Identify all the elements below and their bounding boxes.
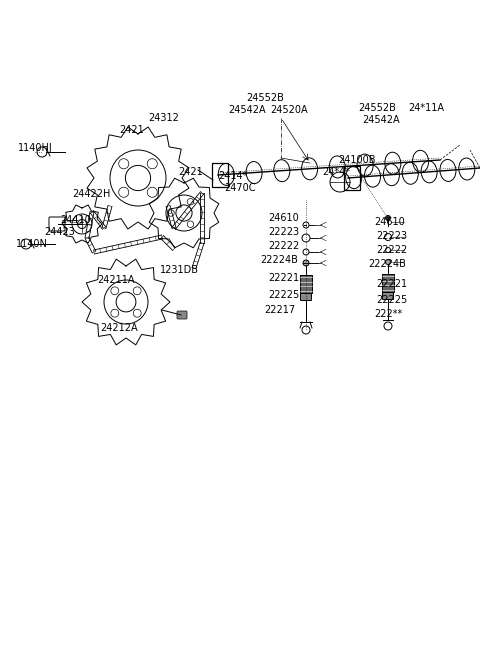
Text: 24423: 24423 bbox=[44, 227, 75, 237]
Circle shape bbox=[385, 260, 391, 265]
Bar bbox=[382, 274, 394, 292]
Circle shape bbox=[385, 215, 391, 221]
Text: 2421: 2421 bbox=[178, 167, 203, 177]
Text: 22225: 22225 bbox=[268, 290, 299, 300]
Text: 24610: 24610 bbox=[374, 217, 405, 227]
Text: 1140N: 1140N bbox=[16, 239, 48, 249]
FancyBboxPatch shape bbox=[383, 292, 394, 300]
Text: 1231DB: 1231DB bbox=[160, 265, 199, 275]
Text: 24312: 24312 bbox=[148, 113, 179, 123]
Text: 24552B: 24552B bbox=[358, 103, 396, 113]
Text: 22222: 22222 bbox=[268, 241, 299, 251]
Text: 24610: 24610 bbox=[268, 213, 299, 223]
Text: 22225: 22225 bbox=[376, 295, 407, 305]
Circle shape bbox=[303, 260, 309, 266]
FancyBboxPatch shape bbox=[177, 311, 187, 319]
Circle shape bbox=[125, 166, 151, 191]
Circle shape bbox=[116, 292, 136, 312]
Text: 22221: 22221 bbox=[268, 273, 299, 283]
Text: 24212A: 24212A bbox=[100, 323, 138, 333]
Text: 22224B: 22224B bbox=[368, 259, 406, 269]
Bar bbox=[212, 163, 228, 187]
Circle shape bbox=[77, 219, 86, 229]
Text: 2470C: 2470C bbox=[224, 183, 255, 193]
Text: 24422H: 24422H bbox=[72, 189, 110, 199]
Bar bbox=[344, 166, 360, 190]
Text: 24542A: 24542A bbox=[362, 115, 400, 125]
Text: 24*4*: 24*4* bbox=[322, 167, 350, 177]
FancyBboxPatch shape bbox=[300, 294, 312, 300]
Text: 22224B: 22224B bbox=[260, 255, 298, 265]
Text: 24*11A: 24*11A bbox=[408, 103, 444, 113]
Text: 22223: 22223 bbox=[376, 231, 407, 241]
Text: 24211A: 24211A bbox=[97, 275, 134, 285]
Text: 24100B: 24100B bbox=[338, 155, 375, 165]
Text: 1140HJ: 1140HJ bbox=[18, 143, 53, 153]
Text: 22217: 22217 bbox=[264, 305, 295, 315]
Text: 24542A: 24542A bbox=[228, 105, 265, 115]
Text: 22223: 22223 bbox=[268, 227, 299, 237]
Text: 22221: 22221 bbox=[376, 279, 407, 289]
Text: 24410: 24410 bbox=[60, 215, 91, 225]
Circle shape bbox=[176, 205, 192, 221]
Text: 22222: 22222 bbox=[376, 245, 407, 255]
Text: 2414*: 2414* bbox=[218, 171, 247, 181]
Text: 2421: 2421 bbox=[119, 125, 144, 135]
Text: 222**: 222** bbox=[374, 309, 402, 319]
Text: 24520A: 24520A bbox=[270, 105, 308, 115]
Text: 24552B: 24552B bbox=[246, 93, 284, 103]
Bar bbox=[300, 275, 312, 293]
